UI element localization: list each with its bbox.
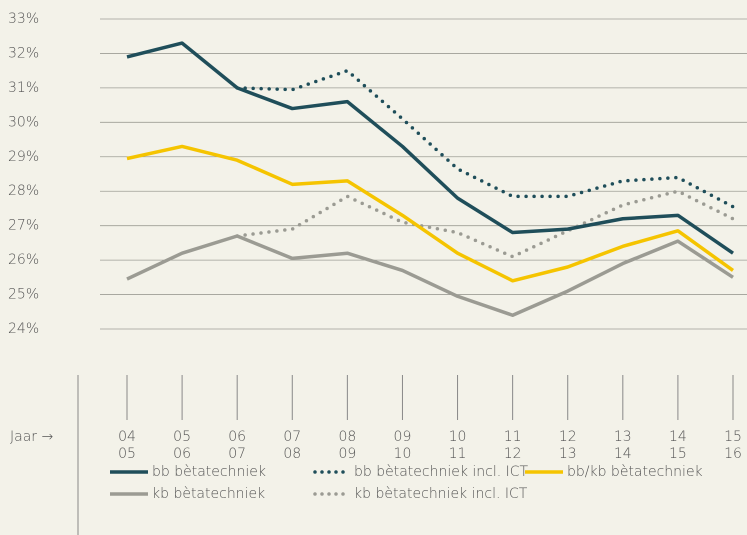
x-tick-label-line: 16 — [724, 446, 742, 462]
x-tick-label: 14 15 — [669, 429, 687, 462]
x-tick-label-line: 10 — [394, 446, 412, 462]
y-tick-label: 29% — [8, 149, 39, 165]
x-tick-label-line: 13 — [559, 446, 577, 462]
y-tick-label: 24% — [8, 321, 39, 337]
x-tick-label: 04 05 — [118, 429, 136, 462]
x-tick-label-line: 10 — [449, 429, 467, 445]
y-tick-label: 28% — [8, 183, 39, 199]
x-tick-label-line: 09 — [338, 446, 356, 462]
x-tick-label: 13 14 — [614, 429, 632, 462]
y-tick-label: 33% — [8, 11, 39, 27]
x-tick-label-line: 11 — [449, 446, 467, 462]
legend-label: bb bètatechniek — [152, 464, 266, 480]
y-tick-label: 30% — [8, 114, 39, 130]
x-axis-label: Jaar → — [10, 429, 53, 445]
y-tick-label: 25% — [8, 287, 39, 303]
series-line — [126, 41, 734, 255]
legend-label: kb bètatechniek — [152, 486, 265, 502]
series-line — [235, 68, 735, 209]
x-tick-label: 09 10 — [394, 429, 412, 462]
series-line — [126, 144, 735, 283]
x-tick-label-line: 06 — [228, 429, 246, 445]
x-tick-label-line: 11 — [504, 429, 522, 445]
x-tick-label-line: 08 — [283, 446, 301, 462]
series-line — [235, 189, 735, 259]
x-tick-label: 07 08 — [283, 429, 301, 462]
y-tick-label: 32% — [8, 45, 39, 61]
x-tick-label-line: 05 — [173, 429, 191, 445]
x-tick-label: 15 16 — [724, 429, 742, 462]
x-tick-label-line: 12 — [559, 429, 577, 445]
x-tick-label-line: 08 — [338, 429, 356, 445]
x-tick-label: 11 12 — [504, 429, 522, 462]
x-tick-label-line: 15 — [669, 446, 687, 462]
x-tick-label-line: 15 — [724, 429, 742, 445]
x-tick-label-line: 09 — [394, 429, 412, 445]
y-tick-label: 27% — [8, 218, 39, 234]
x-tick-label: 06 07 — [228, 429, 246, 462]
legend-label: bb bètatechniek incl. ICT — [354, 464, 529, 480]
x-tick-label-line: 04 — [118, 429, 136, 445]
x-tick-label-line: 07 — [283, 429, 301, 445]
series-line — [126, 234, 734, 317]
x-tick-label: 08 09 — [338, 429, 356, 462]
x-tick-label-line: 12 — [504, 446, 522, 462]
legend-label: kb bètatechniek incl. ICT — [354, 486, 528, 502]
x-tick-label: 12 13 — [559, 429, 577, 462]
x-tick-label-line: 14 — [669, 429, 687, 445]
x-tick-label-line: 13 — [614, 429, 632, 445]
x-tick-label-line: 14 — [614, 446, 632, 462]
x-tick-label-line: 05 — [118, 446, 136, 462]
legend-label: bb/kb bètatechniek — [567, 464, 703, 480]
y-tick-label: 26% — [8, 252, 39, 268]
x-tick-label-line: 06 — [173, 446, 191, 462]
x-tick-label: 10 11 — [449, 429, 467, 462]
x-tick-label-line: 07 — [228, 446, 246, 462]
y-tick-label: 31% — [8, 80, 39, 96]
x-tick-label: 05 06 — [173, 429, 191, 462]
